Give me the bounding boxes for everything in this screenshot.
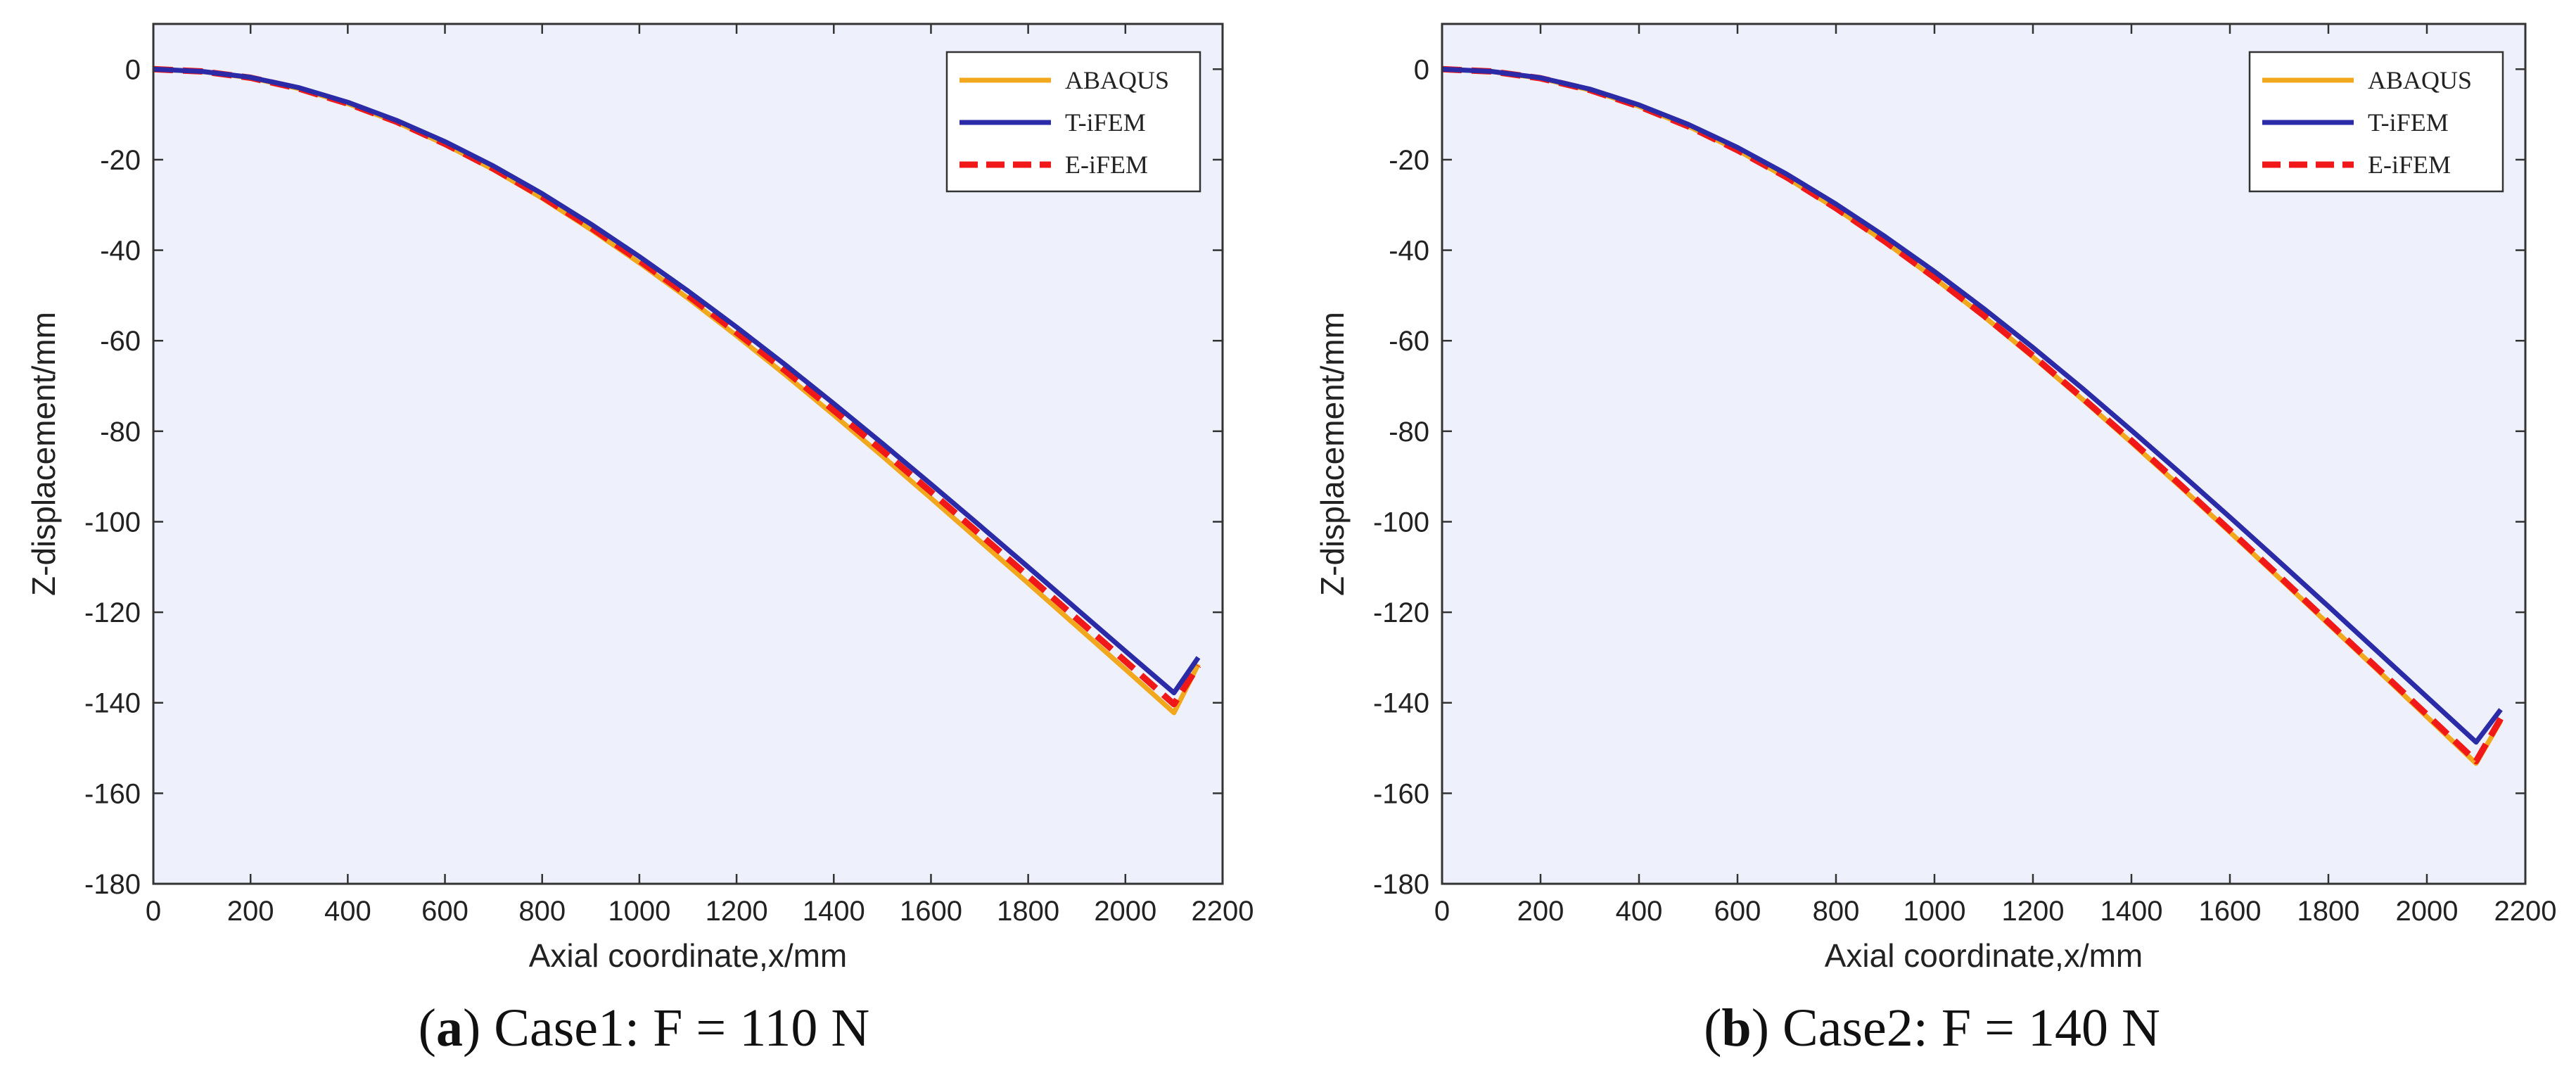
panel-b-x-tick-label: 1400 xyxy=(2100,896,2163,927)
panel-b-x-tick-label: 1800 xyxy=(2297,896,2360,927)
panel-b-y-tick-label: -140 xyxy=(1373,688,1429,719)
panel-a-x-tick-label: 2200 xyxy=(1192,896,1254,927)
panel-a-y-tick-label: -180 xyxy=(84,869,141,900)
panel-b-y-tick-label: -120 xyxy=(1373,597,1429,628)
panel-b-x-tick-label: 600 xyxy=(1714,896,1761,927)
panel-a-y-tick-label: -80 xyxy=(100,417,141,448)
panel-b-legend-label: ABAQUS xyxy=(2368,66,2472,94)
panel-a-legend-label: T-iFEM xyxy=(1065,108,1146,137)
panel-a-x-tick-label: 0 xyxy=(146,896,161,927)
panel-a-x-tick-label: 1800 xyxy=(997,896,1059,927)
panel-b-chart: 0 200 400 600 800 1000 1200 1400 1600 1800 2000 220… xyxy=(1314,23,2557,974)
panel-b-x-tick-label: 800 xyxy=(1813,896,1860,927)
panel-a-y-tick-label: -100 xyxy=(84,507,141,538)
panel-b-y-tick-label: -20 xyxy=(1389,145,1429,176)
caption-a-letter: a xyxy=(435,998,463,1058)
panel-b-y-tick-label: -180 xyxy=(1373,869,1429,900)
panel-a-y-tick-label: -40 xyxy=(100,236,141,267)
panel-b-y-axis-label: Z-displacement/mm xyxy=(1314,312,1351,596)
panel-b-x-tick-label: 2200 xyxy=(2494,896,2557,927)
panel-b-y-tick-label: -40 xyxy=(1389,236,1429,267)
caption-b-text: ) Case2: F = 140 N xyxy=(1751,998,2160,1058)
panel-b-x-tick-label: 1200 xyxy=(2002,896,2065,927)
panel-a-y-axis-label: Z-displacement/mm xyxy=(25,312,62,596)
panel-a-y-tick-label: -20 xyxy=(100,145,141,176)
panel-a-x-tick-label: 1600 xyxy=(900,896,962,927)
panel-b-y-tick-label: -100 xyxy=(1373,507,1429,538)
panel-a-x-tick-label: 1200 xyxy=(706,896,768,927)
panel-b-legend: ABAQUS T-iFEM E-iFEM xyxy=(2248,51,2504,193)
panel-b-legend-label: E-iFEM xyxy=(2368,151,2451,179)
panel-b-x-axis-label: Axial coordinate,x/mm xyxy=(1825,937,2143,974)
caption-a-text: ) Case1: F = 110 N xyxy=(462,998,870,1058)
panel-a-x-tick-label: 2000 xyxy=(1094,896,1156,927)
panel-a-chart: 0 200 400 600 800 1000 1200 1400 1600 1800 2000 220… xyxy=(25,23,1254,974)
panel-a-x-axis-label: Axial coordinate,x/mm xyxy=(529,937,848,974)
panel-a-y-tick-label: -160 xyxy=(84,778,141,809)
panel-a-legend-label: ABAQUS xyxy=(1065,66,1169,94)
panel-a-x-tick-label: 800 xyxy=(518,896,566,927)
caption-b-letter: b xyxy=(1721,998,1752,1058)
panel-a-y-tick-label: -120 xyxy=(84,597,141,628)
panel-a-x-tick-label: 200 xyxy=(227,896,274,927)
panel-b-x-tick-label: 400 xyxy=(1616,896,1663,927)
panel-b-x-tick-label: 2000 xyxy=(2396,896,2459,927)
panel-b-x-tick-label: 1000 xyxy=(1904,896,1966,927)
panel-a-series-t-ifem xyxy=(153,66,1201,696)
panel-a-x-tick-label: 1000 xyxy=(608,896,670,927)
panel-b-y-tick-label: 0 xyxy=(1414,54,1429,85)
panel-a-x-tick-label: 600 xyxy=(421,896,468,927)
panel-b-legend-label: T-iFEM xyxy=(2368,108,2449,137)
caption-a: (a) Case1: F = 110 N xyxy=(418,998,870,1058)
panel-b-y-tick-label: -80 xyxy=(1389,417,1429,448)
panel-a-y-tick-label: -60 xyxy=(100,326,141,357)
panel-b-axes-frame xyxy=(1441,23,2527,885)
panel-a-x-tick-label: 400 xyxy=(324,896,371,927)
panel-a-y-tick-label: 0 xyxy=(125,54,141,85)
panel-b-x-tick-label: 1600 xyxy=(2199,896,2262,927)
panel-a-y-tick-label: -140 xyxy=(84,688,141,719)
panel-b-x-tick-label: 0 xyxy=(1434,896,1450,927)
panel-a-x-tick-label: 1400 xyxy=(803,896,865,927)
panel-b-y-tick-label: -160 xyxy=(1373,778,1429,809)
panel-a-legend: ABAQUS T-iFEM E-iFEM xyxy=(945,51,1201,193)
panel-b-x-tick-label: 200 xyxy=(1517,896,1564,927)
panel-a-legend-label: E-iFEM xyxy=(1065,151,1148,179)
panel-b-series-t-ifem xyxy=(1441,66,2503,745)
panel-b-y-tick-label: -60 xyxy=(1389,326,1429,357)
caption-b: (b) Case2: F = 140 N xyxy=(1704,998,2160,1058)
panel-a-axes-frame xyxy=(152,23,1224,885)
